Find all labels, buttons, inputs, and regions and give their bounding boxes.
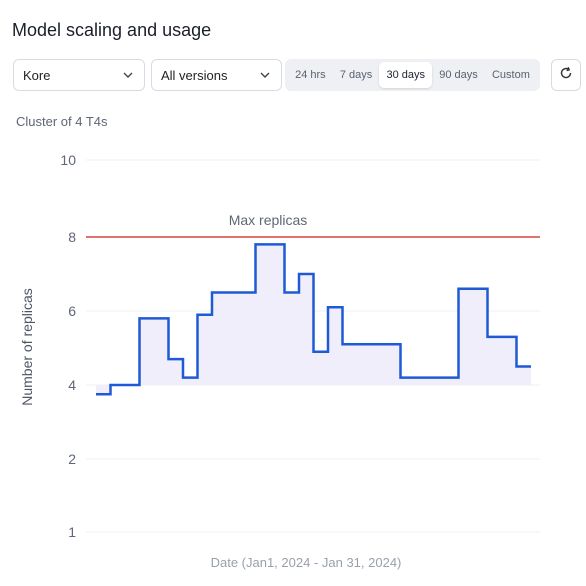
y-tick-labels: 1 2 4 6 8 10 [60, 152, 76, 540]
version-select[interactable]: All versions [151, 59, 282, 91]
y-tick-label: 1 [68, 524, 76, 540]
x-axis-label: Date (Jan1, 2024 - Jan 31, 2024) [211, 555, 402, 570]
y-tick-label: 4 [68, 377, 76, 393]
max-replicas-label: Max replicas [229, 212, 308, 228]
replicas-series-line [96, 243, 531, 396]
model-select-value: Kore [23, 67, 51, 83]
y-tick-label: 8 [68, 229, 76, 245]
cluster-label: Cluster of 4 T4s [16, 114, 108, 129]
y-tick-label: 2 [68, 451, 76, 467]
range-7-days[interactable]: 7 days [339, 69, 373, 81]
chevron-down-icon [259, 69, 271, 81]
time-range-group: 24 hrs 7 days 30 days 90 days Custom [285, 59, 540, 91]
range-30-days[interactable]: 30 days [379, 62, 433, 88]
refresh-button[interactable] [551, 59, 581, 91]
y-tick-label: 6 [68, 303, 76, 319]
range-custom[interactable]: Custom [491, 69, 530, 81]
y-tick-label: 10 [60, 152, 76, 168]
page-title: Model scaling and usage [12, 20, 212, 40]
version-select-value: All versions [161, 67, 228, 83]
model-select[interactable]: Kore [13, 59, 145, 91]
chevron-down-icon [122, 69, 134, 81]
refresh-icon [559, 66, 573, 85]
range-90-days[interactable]: 90 days [439, 69, 478, 81]
y-axis-label: Number of replicas [19, 288, 35, 406]
range-24-hrs[interactable]: 24 hrs [295, 69, 326, 81]
